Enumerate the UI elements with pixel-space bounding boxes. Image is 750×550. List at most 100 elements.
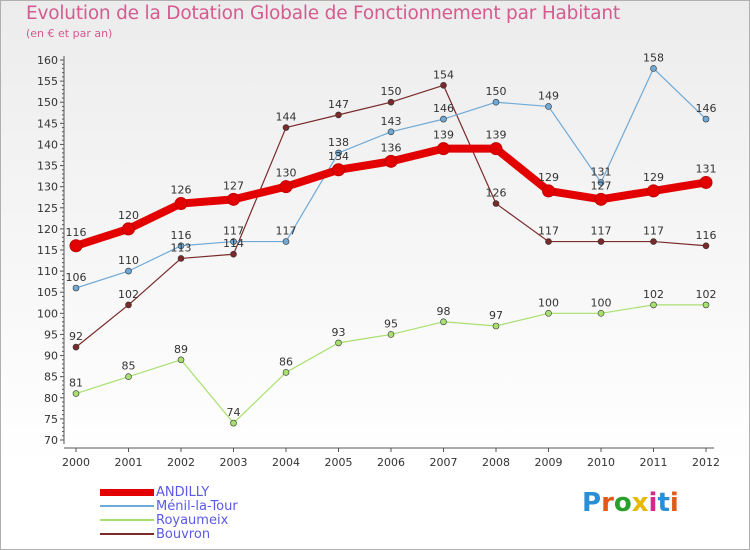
y-tick-label: 115: [37, 244, 58, 257]
x-tick-label: 2010: [587, 456, 615, 469]
data-point: [387, 331, 395, 338]
y-tick-label: 100: [37, 307, 58, 320]
x-tick-label: 2009: [535, 456, 563, 469]
data-label: 139: [486, 129, 507, 142]
y-tick-label: 85: [44, 371, 58, 384]
data-label: 110: [118, 254, 139, 267]
data-point: [335, 111, 342, 119]
data-label: 97: [489, 309, 503, 322]
y-tick-label: 125: [37, 202, 58, 215]
data-label: 117: [223, 225, 244, 238]
data-label: 117: [591, 225, 612, 238]
data-point: [492, 200, 500, 207]
y-tick-label: 150: [37, 96, 58, 109]
y-tick-label: 105: [37, 286, 58, 299]
y-tick-label: 140: [37, 138, 58, 151]
legend-swatch: [100, 519, 154, 521]
data-label: 138: [328, 136, 349, 149]
y-tick-label: 70: [44, 434, 58, 447]
y-tick-label: 135: [37, 160, 58, 173]
data-point: [335, 339, 342, 347]
data-label: 129: [538, 171, 559, 184]
y-tick-label: 160: [37, 54, 58, 67]
data-point: [440, 318, 447, 326]
data-point: [597, 310, 605, 317]
data-label: 131: [591, 165, 612, 178]
data-label: 95: [384, 317, 398, 330]
x-tick-label: 2003: [220, 456, 248, 469]
data-label: 129: [643, 171, 664, 184]
data-label: 144: [276, 111, 297, 124]
data-label: 154: [433, 68, 454, 81]
data-label: 116: [66, 226, 87, 239]
data-label: 93: [332, 326, 346, 339]
data-label: 114: [223, 237, 244, 250]
data-point: [545, 310, 552, 317]
legend-label: Bouvron: [156, 526, 211, 542]
data-label: 131: [696, 162, 717, 175]
data-label: 100: [591, 296, 612, 309]
x-tick-label: 2004: [272, 456, 300, 469]
data-label: 146: [696, 102, 717, 115]
data-label: 117: [643, 225, 664, 238]
legend-item: Ménil-la-Tour: [100, 499, 238, 514]
data-point: [72, 343, 80, 351]
data-point: [125, 267, 132, 275]
data-point: [335, 149, 342, 157]
data-point: [177, 255, 185, 262]
legend-swatch: [100, 505, 154, 507]
data-point: [650, 238, 657, 245]
data-point: [545, 238, 552, 245]
data-point: [384, 154, 398, 168]
data-point: [545, 103, 552, 110]
data-point: [702, 242, 710, 250]
data-label: 146: [433, 102, 454, 115]
chart-subtitle: (en € et par an): [26, 27, 113, 40]
data-label: 116: [696, 229, 717, 242]
y-tick-label: 145: [37, 117, 58, 130]
data-point: [72, 284, 80, 292]
data-label: 126: [486, 187, 507, 200]
y-tick-label: 120: [37, 223, 58, 236]
data-label: 113: [171, 241, 192, 254]
legend-label: Royaumeix: [156, 512, 229, 528]
data-point: [699, 175, 713, 189]
data-label: 149: [538, 89, 559, 102]
x-tick-label: 2012: [692, 456, 720, 469]
data-label: 117: [538, 225, 559, 238]
data-point: [282, 369, 290, 376]
y-tick-label: 75: [44, 413, 58, 426]
x-tick-label: 2005: [325, 456, 353, 469]
data-point: [282, 124, 290, 131]
data-point: [440, 115, 447, 123]
data-point: [230, 419, 237, 427]
x-tick-label: 2008: [482, 456, 510, 469]
data-label: 136: [381, 141, 402, 154]
data-point: [125, 373, 132, 380]
data-label: 89: [174, 343, 188, 356]
data-label: 102: [696, 288, 717, 301]
data-point: [177, 242, 185, 250]
data-label: 134: [328, 150, 349, 163]
y-tick-label: 110: [37, 265, 58, 278]
y-tick-label: 90: [44, 350, 58, 363]
y-tick-label: 155: [37, 75, 58, 88]
data-point: [230, 238, 237, 245]
legend-item: ANDILLY: [100, 485, 238, 500]
x-tick-label: 2001: [115, 456, 143, 469]
data-point: [492, 322, 500, 330]
data-point: [279, 180, 293, 194]
x-tick-label: 2006: [377, 456, 405, 469]
data-point: [440, 82, 447, 89]
legend-item: Royaumeix: [100, 512, 238, 528]
data-point: [437, 142, 450, 156]
data-point: [72, 390, 80, 397]
y-tick-label: 130: [37, 181, 58, 194]
data-label: 158: [643, 51, 664, 64]
legend-swatch: [100, 488, 154, 496]
data-point: [230, 250, 237, 258]
data-point: [542, 184, 555, 198]
data-label: 150: [486, 85, 507, 98]
proxiti-logo: Proxiti: [582, 488, 679, 518]
